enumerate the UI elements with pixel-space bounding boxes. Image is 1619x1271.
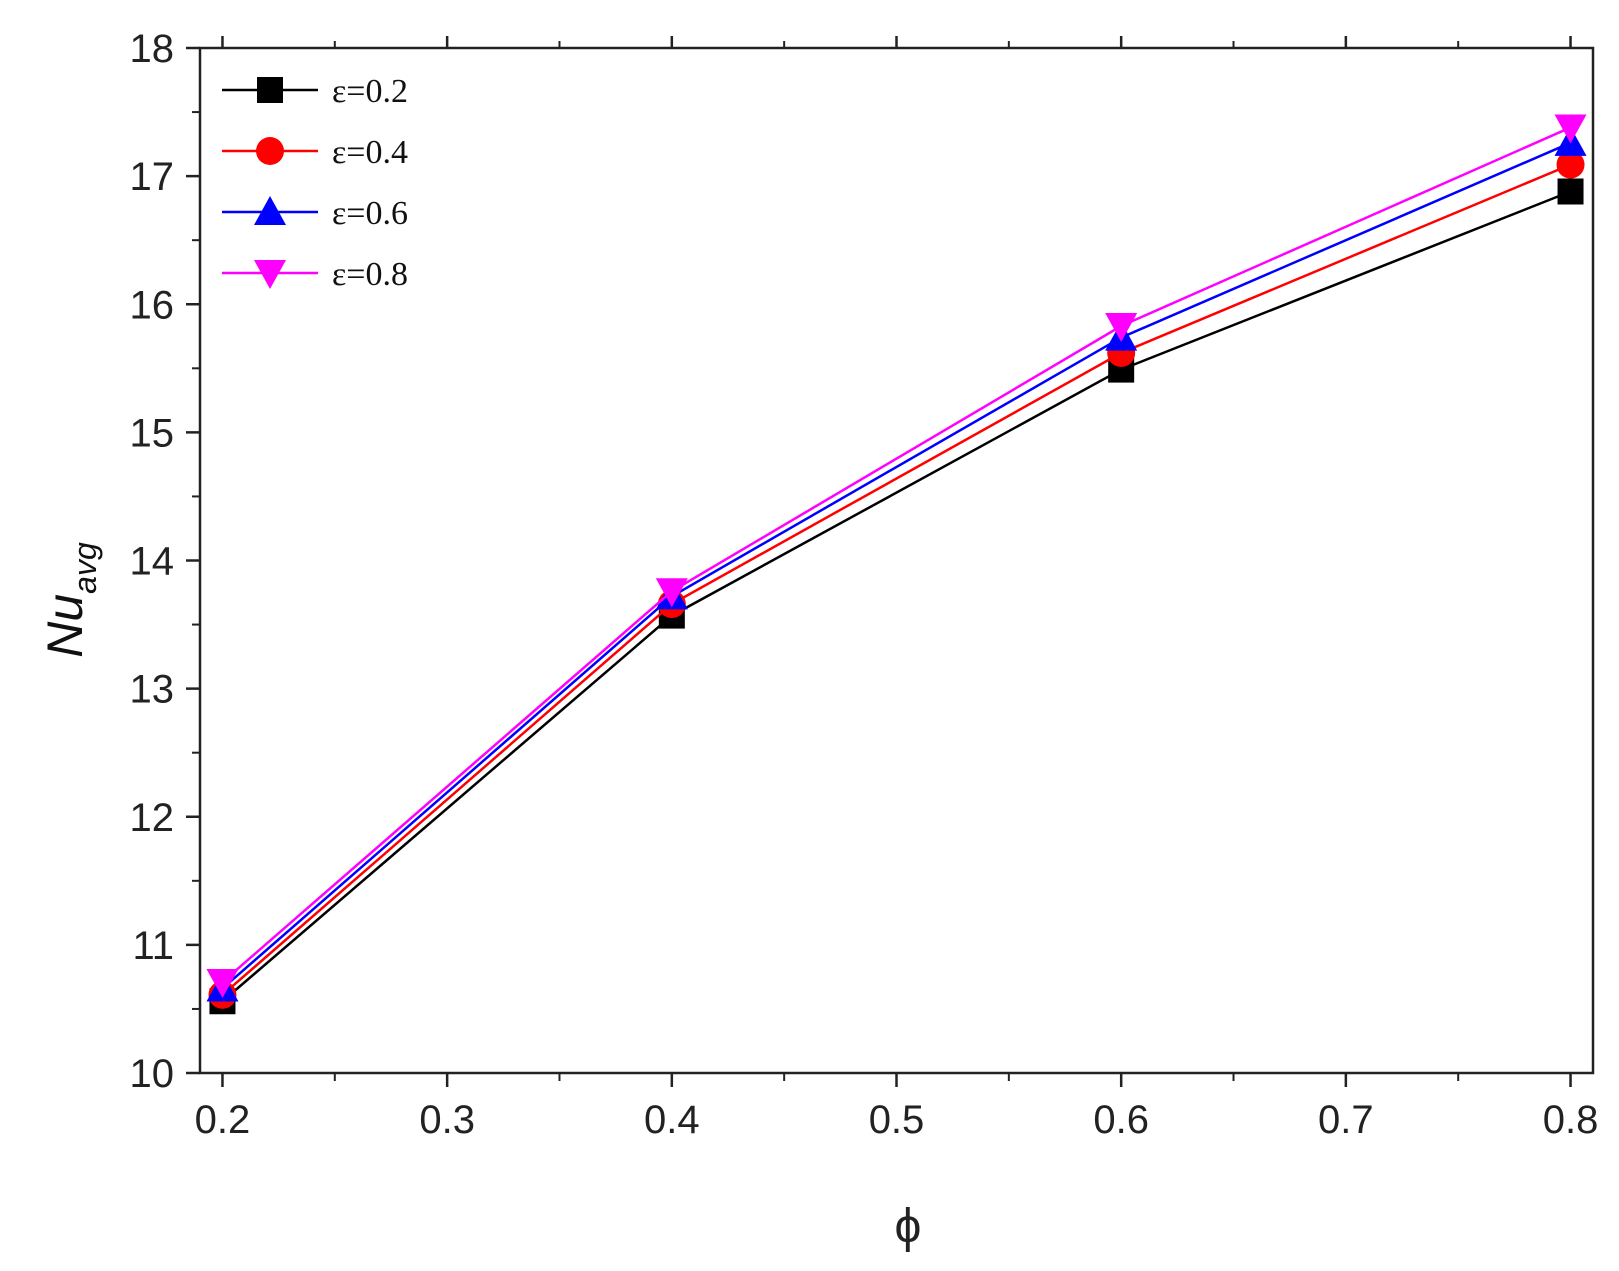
legend-marker <box>254 196 286 225</box>
series-group <box>206 114 1587 1015</box>
y-tick-label: 14 <box>130 540 175 584</box>
data-point <box>1105 313 1138 343</box>
series-line <box>221 163 1572 996</box>
legend-label: ε=0.8 <box>332 256 408 293</box>
y-tick-label: 17 <box>130 155 175 199</box>
x-tick-label: 0.5 <box>869 1098 925 1142</box>
y-tick-label: 10 <box>130 1052 175 1096</box>
data-point <box>1556 150 1585 179</box>
series-1 <box>209 178 1584 1015</box>
legend-label: ε=0.4 <box>332 134 408 171</box>
data-point <box>655 578 688 608</box>
legend-item: ε=0.4 <box>222 134 408 171</box>
x-tick-label: 0.2 <box>195 1098 251 1142</box>
y-axis-label: Nuavg <box>37 542 103 658</box>
plot-area <box>198 46 1595 1075</box>
series-line <box>221 126 1572 983</box>
x-axis-label: ϕ <box>895 1200 922 1253</box>
legend-marker <box>256 137 284 165</box>
series-line <box>221 190 1571 1003</box>
y-axis-label-main: Nu <box>37 594 93 658</box>
legend: ε=0.2 ε=0.4 ε=0.6 ε=0.8 <box>222 73 408 293</box>
legend-marker <box>254 260 286 289</box>
legend-item: ε=0.6 <box>222 195 408 232</box>
legend-marker <box>257 77 283 103</box>
legend-label: ε=0.2 <box>332 73 408 110</box>
y-tick-label: 11 <box>132 924 174 968</box>
series-2 <box>208 150 1585 1009</box>
x-tick-label: 0.7 <box>1318 1098 1374 1142</box>
y-tick-label: 12 <box>130 796 175 840</box>
axis-labels: ϕ Nuavg <box>37 542 921 1253</box>
legend-item: ε=0.8 <box>222 256 408 293</box>
x-tick-label: 0.8 <box>1543 1098 1599 1142</box>
y-tick-label: 13 <box>130 668 175 712</box>
plot-frame <box>198 46 1595 1075</box>
x-tick-label: 0.6 <box>1093 1098 1149 1142</box>
y-tick-label: 18 <box>130 27 175 71</box>
y-axis-label-subscript: avg <box>67 542 103 594</box>
x-tick-label: 0.3 <box>419 1098 475 1142</box>
data-point <box>1557 178 1584 205</box>
series-line <box>221 141 1572 990</box>
axes: 0.2 0.3 0.4 0.5 0.6 0.7 0.8 10 11 12 13 14 15 16 17 18 <box>130 27 1599 1142</box>
y-tick-label: 15 <box>130 411 175 455</box>
series-4 <box>206 114 1587 999</box>
data-point <box>1554 114 1587 144</box>
legend-item: ε=0.2 <box>222 73 408 110</box>
data-point <box>206 969 239 999</box>
x-tick-label: 0.4 <box>644 1098 700 1142</box>
y-tick-label: 16 <box>130 283 175 327</box>
legend-label: ε=0.6 <box>332 195 408 232</box>
series-3 <box>206 126 1587 1002</box>
